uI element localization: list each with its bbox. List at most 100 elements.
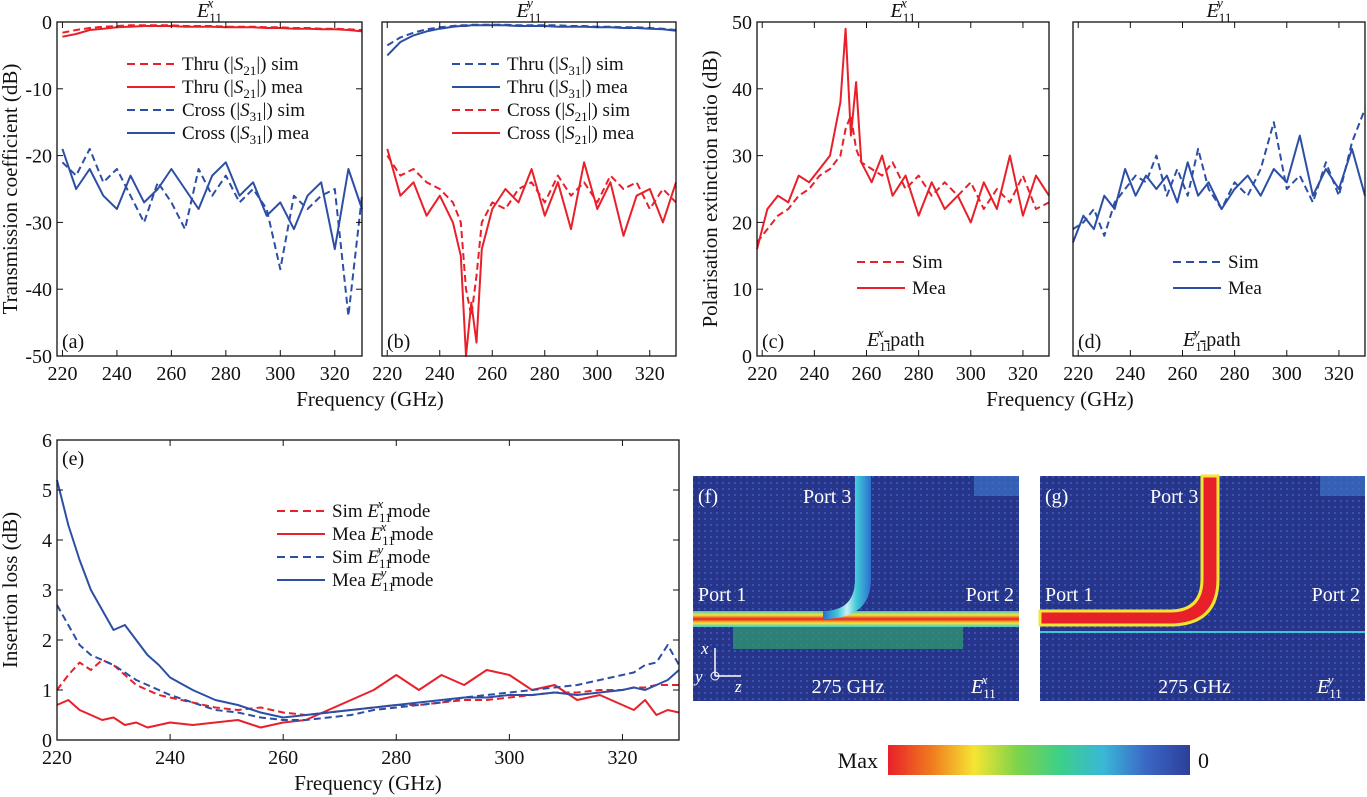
path-note: E11x-path [866,325,925,354]
mode-label: E11x [970,672,996,701]
beam-spread [733,627,963,649]
y-tick-label: 0 [742,346,752,368]
y-tick-label: 2 [42,630,52,652]
legend-entry: Thru (|S31|) sim [507,54,624,78]
x-tick-label: 260 [852,363,882,385]
panel-label: (a) [62,331,84,353]
x-tick-label: 280 [381,747,411,769]
x-tick-label: 240 [799,363,829,385]
path-note: E11y-path [1182,325,1241,354]
colorbar-gradient [888,745,1190,775]
plot-frame [381,21,677,357]
legend-entry: Mea [1228,278,1262,299]
panel-label: (b) [387,331,410,353]
legend-entry: Sim E11x mode [332,496,430,525]
y-tick-label: -50 [25,346,52,368]
axis-label-x: x [700,639,709,658]
plot-frame [1072,21,1366,357]
legend-entry: Thru (|S21|) mea [182,77,303,101]
x-tick-label: 300 [494,747,524,769]
x-tick-label: 240 [155,747,185,769]
colorbar: Max 0 [838,745,1209,775]
y-tick-label: -20 [25,146,52,168]
plot-frame [56,21,363,357]
y-tick-label: 0 [42,730,52,752]
panel-label: (d) [1078,331,1101,353]
chart-title: E11y​ [1206,0,1232,26]
series-line-e-1 [56,669,680,729]
legend-entry: Sim [1228,252,1259,273]
y-axis-label: Transmission coefficient (dB) [0,64,22,315]
x-axis-label: Frequency (GHz) [986,387,1134,411]
y-tick-label: 30 [732,146,752,168]
frequency-label: 275 GHz [812,676,885,698]
field-maps-layer: (f) Port 3 Port 1 Port 2 275 GHz E11x xy z (g) Po… [693,474,1365,701]
series-line-a-3 [61,148,363,251]
x-tick-label: 220 [372,363,402,385]
panel-label: (c) [762,331,784,353]
legend-entry: Mea E11y mode [332,565,433,594]
legend-entry: Sim [912,252,943,273]
legend-entry: Cross (|S31|) mea [182,123,310,147]
x-tick-label: 300 [582,363,612,385]
vertical-beam [823,476,871,619]
mode-label: E11y [1316,672,1342,701]
x-tick-label: 300 [956,363,986,385]
legend-entry: Mea E11x mode [332,519,433,548]
y-tick-label: 4 [42,530,52,552]
x-tick-label: 220 [747,363,777,385]
chart-panel-e: 220 240 260 280 300 320 0 1 2 3 4 5 6 (e) Insertion lo… [0,430,680,795]
chart-panel-c: 220 240 260 280 300 320 0 10 20 30 40 50 E11x​ (c) Pol… [698,0,1134,411]
series-line-e-3 [56,479,680,719]
legend-entry: Cross (|S21|) sim [507,100,630,124]
chart-title: E11x​ [196,0,222,26]
port-1-label: Port 1 [698,584,746,606]
legend-entry: Sim E11y mode [332,542,430,571]
x-tick-label: 260 [1168,363,1198,385]
x-tick-label: 320 [635,363,665,385]
axis-label-z: z [734,677,742,696]
plot-frame [756,21,1050,357]
series-line-c-0 [756,114,1050,244]
chart-panel-a: 220 240 260 280 300 320 0 -10 -20 -30 -40 -50 E11x​ (… [0,0,444,411]
series-line-b-2 [386,155,677,317]
x-tick-label: 240 [102,363,132,385]
series-line-d-0 [1072,108,1366,237]
field-map-corner-glow [974,476,1019,496]
y-tick-label: 10 [732,279,752,301]
x-axis-label: Frequency (GHz) [294,771,442,795]
series-line-e-2 [56,604,680,721]
x-tick-label: 280 [530,363,560,385]
y-tick-label: 0 [42,12,52,34]
series-line-c-1 [756,27,1050,250]
y-tick-label: 50 [732,12,752,34]
series-line-a-0 [62,24,363,34]
legend-entry: Cross (|S31|) sim [182,100,305,124]
series-line-b-3 [386,148,677,357]
x-tick-label: 220 [47,363,77,385]
port-3-label: Port 3 [803,486,851,508]
legend-entry: Mea [912,278,946,299]
y-axis-label: Insertion loss (dB) [0,512,22,668]
y-tick-label: -40 [25,279,52,301]
series-line-a-1 [62,25,363,38]
x-tick-label: 220 [42,747,72,769]
frequency-label: 275 GHz [1158,676,1231,698]
series-line-d-1 [1072,134,1366,243]
y-axis-label: Polarisation extinction ratio (dB) [698,50,722,327]
series-line-b-1 [386,24,677,57]
x-tick-label: 260 [268,747,298,769]
legend-entry: Cross (|S21|) mea [507,123,635,147]
legend-entry: Thru (|S21|) sim [182,54,299,78]
legend-entry: Thru (|S31|) mea [507,77,628,101]
y-tick-label: 1 [42,680,52,702]
colorbar-max-label: Max [838,748,878,773]
axis-origin [710,671,720,681]
y-tick-label: 3 [42,580,52,602]
field-map-corner-glow [1320,476,1365,496]
